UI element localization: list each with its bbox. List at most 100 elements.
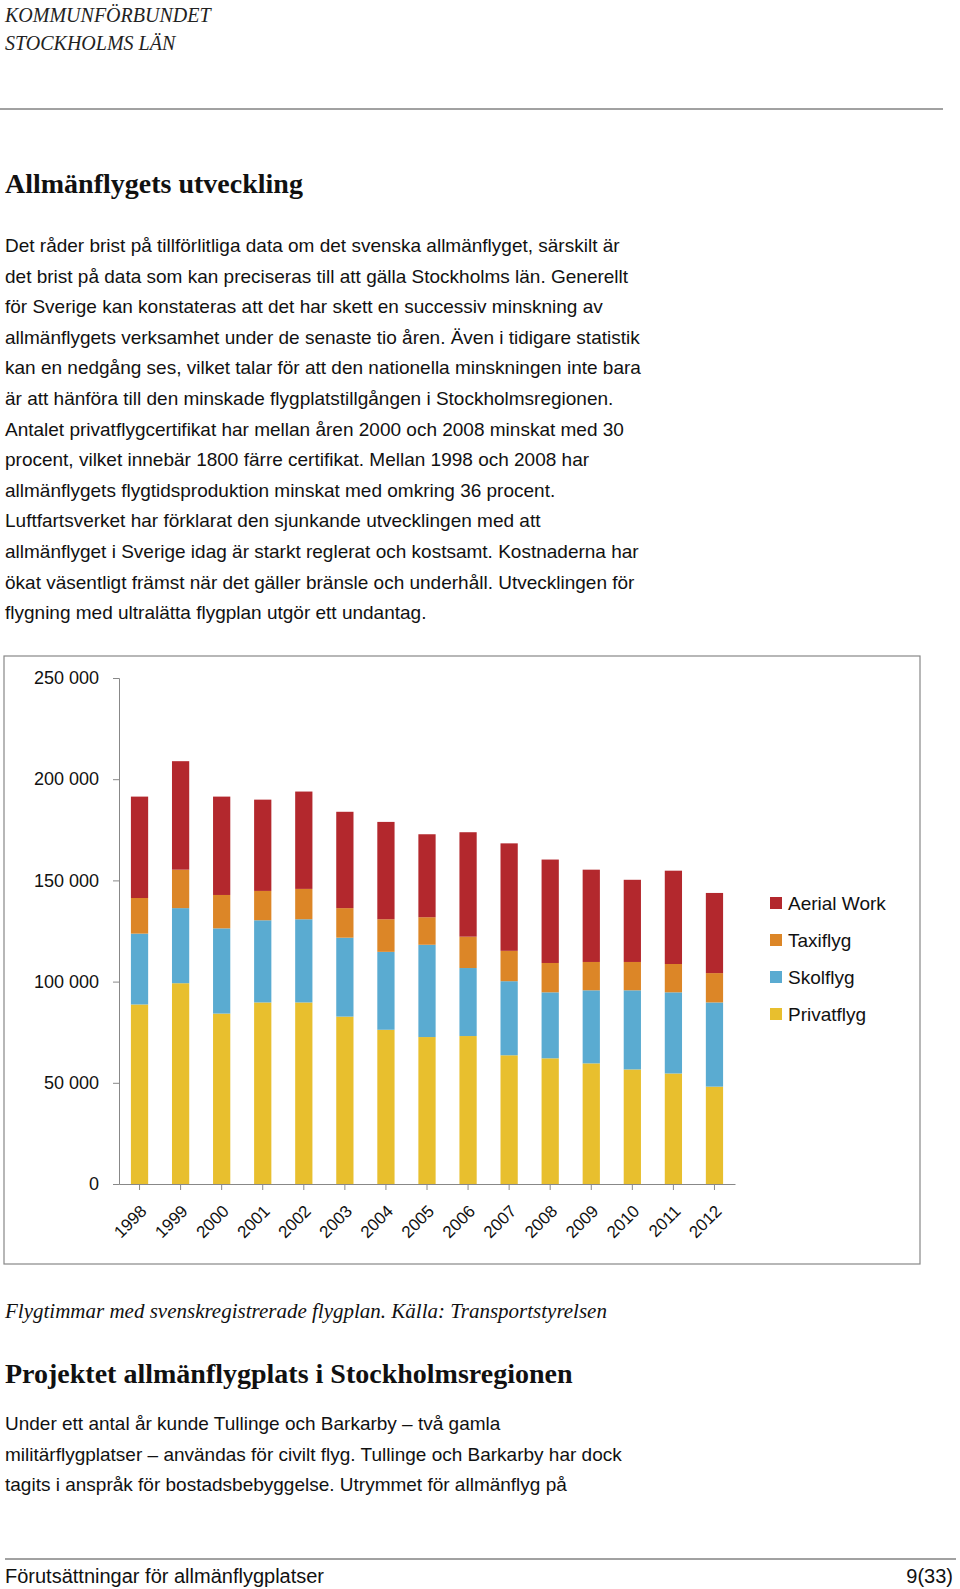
x-tick-mark (468, 1184, 469, 1190)
paragraph-line: är att hänföra till den minskade flygpla… (5, 388, 613, 409)
x-tick-mark (714, 1184, 715, 1190)
page: KOMMUNFÖRBUNDETSTOCKHOLMS LÄNAllmänflyge… (0, 0, 960, 1589)
bar-segment (172, 908, 189, 983)
x-tick: 1999 (151, 1184, 191, 1242)
bar-segment (542, 992, 559, 1058)
bar-segment (459, 832, 476, 936)
bar-segment (542, 963, 559, 992)
bar-segment (172, 870, 189, 908)
paragraph-line: allmänflyget i Sverige idag är starkt re… (5, 541, 639, 562)
bar-segment (459, 937, 476, 968)
x-tick-label: 2010 (603, 1202, 643, 1242)
bar-segment (131, 934, 148, 1005)
legend-swatch (770, 971, 782, 983)
bar-segment (418, 834, 435, 917)
bar-segment (665, 871, 682, 964)
x-tick-label: 2002 (275, 1202, 315, 1242)
x-tick: 2012 (685, 1184, 725, 1242)
bar-segment (254, 800, 271, 891)
bar-segment (459, 968, 476, 1036)
y-tick-mark (113, 678, 119, 679)
y-tick-mark (113, 1083, 119, 1084)
x-tick-mark (550, 1184, 551, 1190)
bar-segment (295, 792, 312, 889)
x-tick-label: 2006 (439, 1202, 479, 1242)
bar-segment (213, 895, 230, 928)
header-rule (0, 109, 943, 110)
legend-label: Privatflyg (788, 1004, 866, 1025)
x-axis: 1998199920002001200220032004200520062007… (110, 1184, 735, 1242)
paragraph-line: allmänflygets verksamhet under de senast… (5, 327, 640, 348)
x-tick-mark (139, 1184, 140, 1190)
header-line: KOMMUNFÖRBUNDET (4, 4, 212, 26)
x-tick-label: 1998 (110, 1202, 150, 1242)
x-tick-mark (591, 1184, 592, 1190)
bar-segment (336, 1017, 353, 1184)
bar-segment (336, 908, 353, 938)
y-tick-label: 250 000 (34, 668, 99, 688)
paragraph-line: militärflygplatser – användas för civilt… (5, 1444, 622, 1465)
legend-swatch (770, 897, 782, 909)
bar-segment (418, 917, 435, 945)
y-tick-mark (113, 982, 119, 983)
y-tick: 150 000 (34, 871, 119, 891)
bar-segment (377, 822, 394, 919)
x-tick: 2001 (234, 1184, 274, 1242)
footer-rule (5, 1559, 956, 1560)
x-tick-mark (632, 1184, 633, 1190)
bar-segment (377, 919, 394, 952)
x-tick: 2003 (316, 1184, 356, 1242)
legend-label: Taxiflyg (788, 930, 851, 951)
bar-segment (665, 1073, 682, 1184)
bar-segment (583, 1063, 600, 1184)
bar-segment (295, 1002, 312, 1184)
y-axis-line (113, 679, 120, 1185)
bars (131, 761, 723, 1184)
x-tick-mark (509, 1184, 510, 1190)
x-tick-label: 2003 (316, 1202, 356, 1242)
x-tick-mark (344, 1184, 345, 1190)
chart-frame (4, 656, 920, 1264)
footer-page: 9(33) (906, 1565, 953, 1587)
bar-segment (501, 1055, 518, 1184)
bar-segment (377, 952, 394, 1030)
x-tick: 2002 (275, 1184, 315, 1242)
x-tick-mark (180, 1184, 181, 1190)
bar-segment (624, 880, 641, 962)
x-tick-mark (262, 1184, 263, 1190)
legend-swatch (770, 1008, 782, 1020)
series-group (131, 761, 723, 973)
bar-segment (336, 938, 353, 1017)
bar-segment (706, 973, 723, 1002)
footer-title: Förutsättningar för allmänflygplatser (5, 1565, 324, 1587)
x-tick: 1998 (110, 1184, 150, 1242)
paragraph-line: flygning med ultralätta flygplan utgör e… (5, 602, 426, 623)
bar-segment (583, 962, 600, 990)
paragraph-line: Luftfartsverket har förklarat den sjunka… (5, 510, 541, 531)
y-tick: 200 000 (34, 769, 119, 789)
x-tick-mark (385, 1184, 386, 1190)
paragraph-line: Under ett antal år kunde Tullinge och Ba… (5, 1413, 501, 1434)
paragraph-line: procent, vilket innebär 1800 färre certi… (5, 449, 590, 470)
bar-segment (459, 1036, 476, 1184)
x-tick-label: 2004 (357, 1202, 397, 1242)
y-tick-label: 150 000 (34, 871, 99, 891)
bar-segment (501, 843, 518, 950)
y-axis: 050 000100 000150 000200 000250 000 (34, 668, 120, 1194)
bar-segment (665, 964, 682, 992)
legend: Aerial WorkTaxiflygSkolflygPrivatflyg (770, 893, 886, 1025)
x-tick: 2010 (603, 1184, 643, 1242)
legend-label: Skolflyg (788, 967, 855, 988)
x-tick-label: 2012 (685, 1202, 725, 1242)
x-tick-label: 2001 (234, 1202, 274, 1242)
bar-segment (254, 891, 271, 920)
bar-segment (131, 898, 148, 934)
y-tick-mark (113, 880, 119, 881)
bar-segment (131, 1004, 148, 1184)
bar-segment (254, 1002, 271, 1184)
paragraph-line: det brist på data som kan preciseras til… (5, 266, 629, 287)
bar-segment (501, 951, 518, 981)
x-tick: 2000 (193, 1184, 233, 1242)
x-tick: 2007 (480, 1184, 520, 1242)
bar-segment (418, 1037, 435, 1184)
